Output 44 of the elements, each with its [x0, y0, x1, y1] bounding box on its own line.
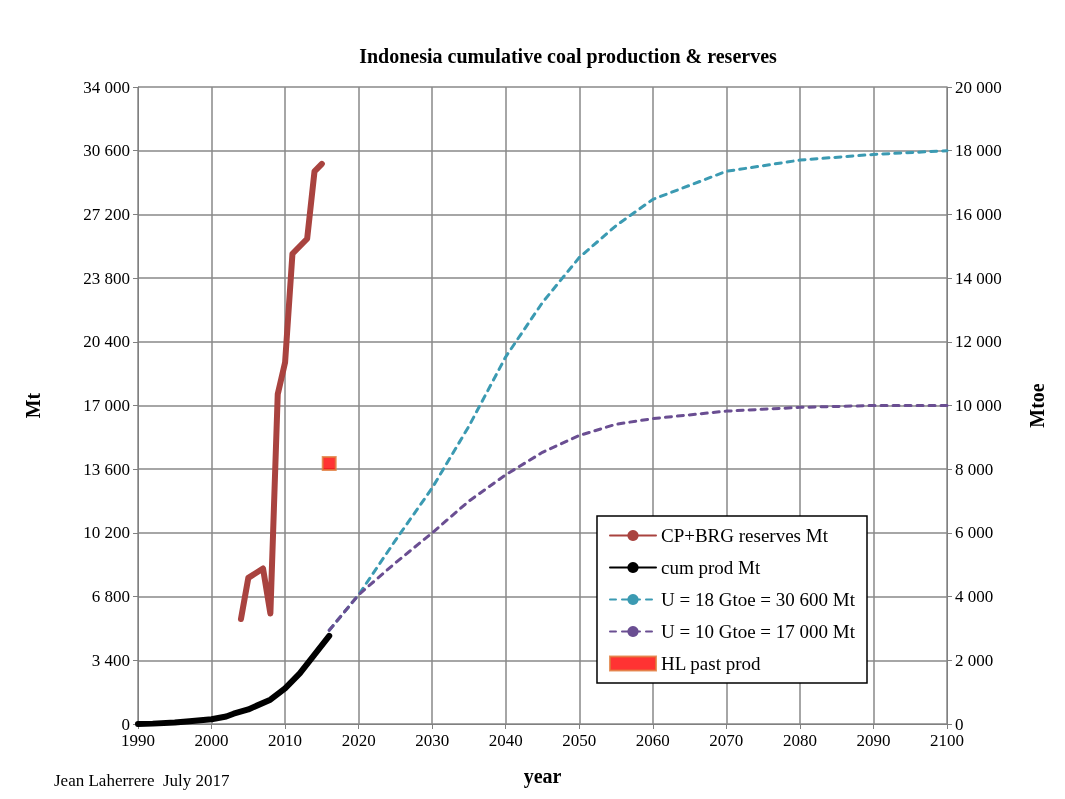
x-tick-label: 2100 [930, 731, 964, 750]
legend-label: cum prod Mt [660, 557, 761, 578]
legend-label: CP+BRG reserves Mt [660, 525, 829, 546]
y2-tick-label: 2 000 [955, 650, 994, 670]
y-tick-label: 27 200 [83, 204, 130, 224]
y2-tick-label: 8 000 [955, 459, 994, 479]
y2-axis-title: Mtoe [1026, 383, 1048, 428]
x-tick-label: 2000 [194, 731, 229, 750]
x-tick-label: 2030 [415, 731, 450, 750]
x-tick-label: 1990 [121, 731, 155, 750]
y-tick-label: 13 600 [83, 459, 130, 479]
x-axis-title: year [523, 765, 562, 788]
y2-tick-label: 6 000 [955, 523, 994, 543]
x-tick-label: 2010 [268, 731, 303, 750]
y-tick-label: 30 600 [83, 141, 130, 161]
chart-title: Indonesia cumulative coal production & reserves [359, 45, 778, 68]
y2-tick-label: 18 000 [955, 141, 1002, 161]
y2-tick-label: 10 000 [955, 396, 1002, 415]
y-tick-label: 20 400 [83, 332, 130, 352]
y-tick-label: 6 800 [91, 587, 130, 607]
y2-tick-label: 16 000 [955, 204, 1002, 224]
x-tick-label: 2050 [562, 731, 597, 750]
legend-label: HL past prod [660, 653, 762, 674]
x-tick-label: 2080 [782, 731, 817, 750]
y-tick-label: 17 000 [83, 396, 130, 415]
text: Jean Laherrere July 2017 [54, 771, 231, 790]
y-axis-title: Mt [22, 392, 44, 419]
y-tick-label: 23 800 [83, 268, 130, 288]
y2-tick-label: 0 [955, 714, 964, 734]
x-tick-label: 2020 [341, 731, 376, 750]
x-tick-label: 2090 [856, 731, 891, 750]
y-tick-label: 0 [121, 714, 130, 734]
x-tick-label: 2060 [635, 731, 670, 750]
y-tick-label: 3 400 [91, 650, 130, 670]
y2-tick-label: 12 000 [955, 332, 1002, 352]
x-tick-label: 2040 [488, 731, 523, 750]
legend-label: U = 18 Gtoe = 30 600 Mt [660, 589, 856, 610]
y2-tick-label: 20 000 [955, 77, 1002, 97]
legend-label: U = 10 Gtoe = 17 000 Mt [660, 621, 856, 642]
y2-tick-label: 14 000 [955, 268, 1002, 288]
x-tick-label: 2070 [709, 731, 744, 750]
y2-tick-label: 4 000 [955, 587, 994, 607]
y-tick-label: 34 000 [83, 77, 130, 97]
y-tick-label: 10 200 [83, 523, 130, 543]
